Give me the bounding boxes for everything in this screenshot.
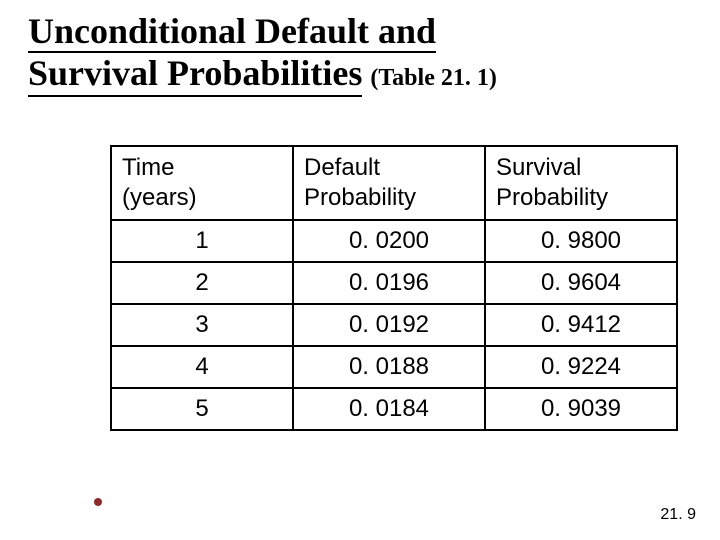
slide: Unconditional Default and Survival Proba… [0,0,720,540]
cell-survival: 0. 9039 [485,388,677,430]
col-header-survival-text: SurvivalProbability [496,154,608,211]
page-number: 21. 9 [660,506,696,524]
cell-default: 0. 0184 [293,388,485,430]
table-header-row: Time(years) DefaultProbability SurvivalP… [111,146,677,220]
probability-table-wrap: Time(years) DefaultProbability SurvivalP… [110,145,678,431]
table-row: 3 0. 0192 0. 9412 [111,304,677,346]
cell-time: 3 [111,304,293,346]
cell-time: 5 [111,388,293,430]
table-row: 1 0. 0200 0. 9800 [111,220,677,262]
table-row: 5 0. 0184 0. 9039 [111,388,677,430]
cell-time: 4 [111,346,293,388]
col-header-default: DefaultProbability [293,146,485,220]
cell-time: 1 [111,220,293,262]
title-line-2: Survival Probabilities (Table 21. 1) [28,52,692,96]
col-header-time-text: Time(years) [122,154,197,211]
table-body: 1 0. 0200 0. 9800 2 0. 0196 0. 9604 3 0.… [111,220,677,430]
table-row: 2 0. 0196 0. 9604 [111,262,677,304]
title-text-2: Survival Probabilities [28,52,362,96]
cell-survival: 0. 9604 [485,262,677,304]
title-line-1: Unconditional Default and [28,10,692,52]
slide-title: Unconditional Default and Survival Proba… [28,10,692,97]
col-header-survival: SurvivalProbability [485,146,677,220]
cell-default: 0. 0200 [293,220,485,262]
cell-default: 0. 0188 [293,346,485,388]
cell-default: 0. 0192 [293,304,485,346]
cell-survival: 0. 9224 [485,346,677,388]
bullet-icon [94,498,102,506]
title-subtext: (Table 21. 1) [370,65,496,92]
probability-table: Time(years) DefaultProbability SurvivalP… [110,145,678,431]
cell-survival: 0. 9800 [485,220,677,262]
title-text-1: Unconditional Default and [28,11,436,53]
cell-time: 2 [111,262,293,304]
cell-default: 0. 0196 [293,262,485,304]
table-row: 4 0. 0188 0. 9224 [111,346,677,388]
cell-survival: 0. 9412 [485,304,677,346]
col-header-default-text: DefaultProbability [304,154,416,211]
col-header-time: Time(years) [111,146,293,220]
